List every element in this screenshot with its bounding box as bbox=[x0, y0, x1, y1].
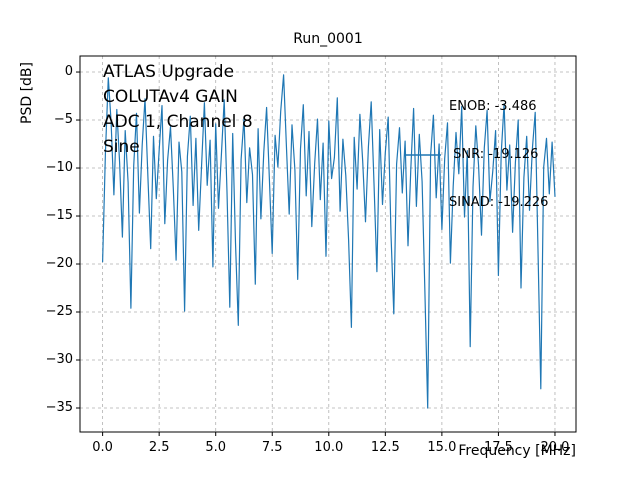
legend-enob: ENOB: -3.486 bbox=[449, 99, 537, 114]
y-tick-label: −5 bbox=[53, 112, 73, 128]
x-tick-label: 2.5 bbox=[148, 440, 170, 455]
x-tick-label: 10.0 bbox=[314, 440, 344, 455]
y-tick-label: 0 bbox=[64, 64, 73, 80]
legend-label: ENOB: -3.486 SNR: -19.126 SINAD: -19.226 bbox=[449, 67, 548, 243]
y-tick-label: −10 bbox=[45, 160, 73, 176]
x-axis-label: Frequency [MHz] bbox=[458, 443, 576, 459]
x-tick-label: 20.0 bbox=[540, 440, 570, 455]
legend-snr: SNR: -19.126 bbox=[449, 147, 539, 162]
x-tick-label: 15.0 bbox=[427, 440, 457, 455]
x-tick-label: 17.5 bbox=[483, 440, 513, 455]
x-tick-label: 12.5 bbox=[370, 440, 400, 455]
x-tick-label: 5.0 bbox=[205, 440, 227, 455]
y-tick-label: −25 bbox=[45, 304, 73, 319]
y-tick-label: −20 bbox=[45, 256, 73, 271]
x-tick-label: 7.5 bbox=[261, 440, 283, 455]
y-tick-label: −30 bbox=[45, 352, 73, 367]
x-tick-label: 0.0 bbox=[92, 440, 113, 455]
chart-title: Run_0001 bbox=[293, 31, 363, 47]
legend: ENOB: -3.486 SNR: -19.126 SINAD: -19.226 bbox=[405, 67, 548, 243]
y-tick-label: −15 bbox=[45, 208, 73, 224]
legend-sinad: SINAD: -19.226 bbox=[449, 195, 549, 210]
annotation-text: ATLAS Upgrade COLUTAv4 GAIN ADC 1, Chann… bbox=[103, 62, 253, 157]
y-tick-label: −35 bbox=[45, 400, 73, 415]
legend-line-icon bbox=[406, 154, 441, 156]
